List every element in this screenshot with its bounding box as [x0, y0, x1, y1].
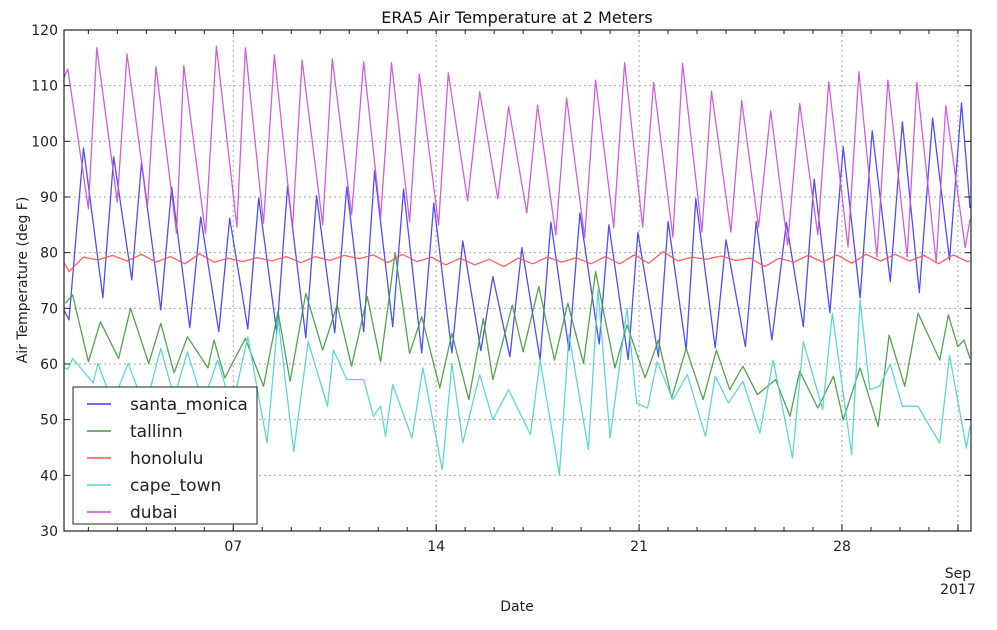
- y-tick-label: 90: [40, 190, 58, 206]
- x-tick-label: Sep: [945, 566, 972, 582]
- chart-title: ERA5 Air Temperature at 2 Meters: [381, 8, 652, 27]
- legend-label: honolulu: [130, 449, 203, 469]
- series-line-tallinn: [64, 252, 971, 427]
- y-tick-label: 40: [40, 468, 58, 484]
- y-tick-label: 80: [40, 246, 58, 262]
- series-line-cape-town: [64, 289, 971, 476]
- y-axis-label: Air Temperature (deg F): [15, 197, 31, 364]
- x-tick-label: 21: [630, 539, 648, 555]
- y-tick-label: 30: [40, 524, 58, 540]
- legend-label: tallinn: [130, 422, 183, 442]
- y-tick-label: 120: [31, 23, 58, 39]
- x-tick-label: 28: [833, 539, 851, 555]
- plot-frame: [63, 29, 972, 532]
- x-axis-label: Date: [500, 599, 533, 615]
- series-lines: [64, 45, 971, 476]
- x-tick-sublabel: 2017: [940, 582, 976, 598]
- legend-label: cape_town: [130, 476, 221, 496]
- series-line-dubai: [64, 45, 971, 263]
- legend-label: dubai: [130, 503, 178, 523]
- y-tick-label: 50: [40, 413, 58, 429]
- legend-label: santa_monica: [130, 395, 248, 415]
- y-tick-label: 70: [40, 301, 58, 317]
- x-tick-label: 07: [224, 539, 242, 555]
- y-tick-label: 60: [40, 357, 58, 373]
- series-line-santa-monica: [64, 102, 971, 361]
- x-tick-label: 14: [427, 539, 445, 555]
- y-tick-label: 110: [31, 79, 58, 95]
- y-tick-label: 100: [31, 134, 58, 150]
- series-line-honolulu: [64, 250, 971, 273]
- legend-box: [72, 386, 258, 525]
